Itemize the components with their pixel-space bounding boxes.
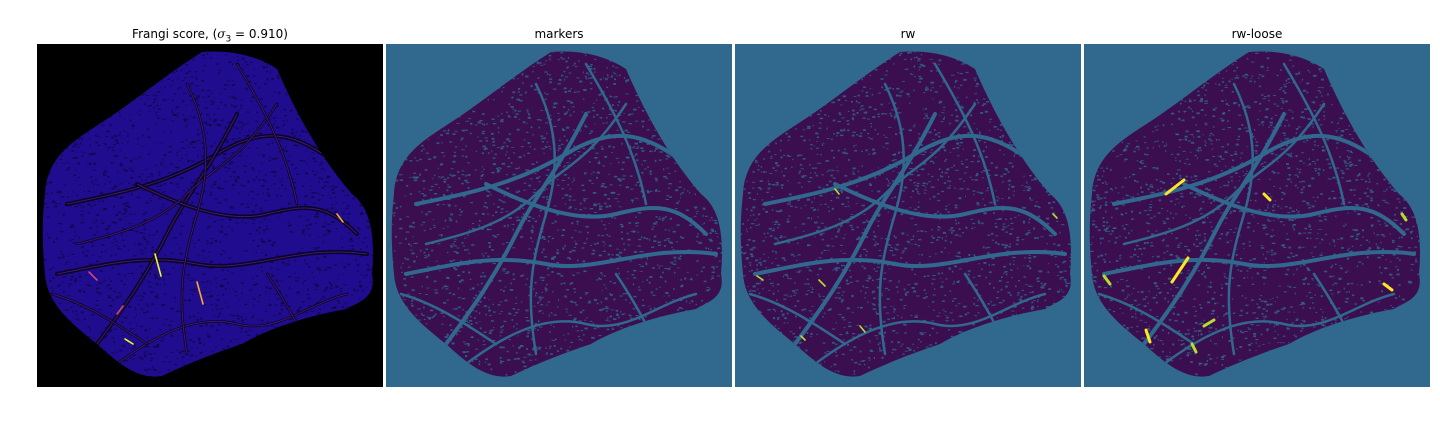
highlight-segment <box>800 335 806 341</box>
highlight-segment <box>1190 342 1198 354</box>
vessel <box>793 112 937 346</box>
highlight-segment <box>154 253 162 277</box>
panel-title-rw: rw <box>900 27 916 41</box>
vessel <box>529 82 556 356</box>
highlight-segment <box>756 275 764 281</box>
highlight-segment <box>1202 318 1216 328</box>
tissue-region <box>740 51 1071 377</box>
highlight-segment <box>834 188 840 195</box>
highlight-segment <box>124 338 134 345</box>
vessel <box>1162 292 1396 366</box>
highlight-segment <box>116 305 124 315</box>
vessel <box>399 292 498 346</box>
panel-rw-image <box>735 44 1081 387</box>
highlight-segment <box>336 213 344 223</box>
highlight-segment <box>1170 256 1190 284</box>
rw-loose-image <box>1084 44 1430 387</box>
vessel <box>1282 62 1346 206</box>
panel-markers-image <box>386 44 732 387</box>
tissue-region <box>42 51 373 377</box>
vessel <box>753 249 1067 276</box>
sigma-symbol: σ <box>217 27 226 41</box>
highlight-segment <box>859 325 866 333</box>
vessel <box>484 182 708 236</box>
vessel <box>933 62 997 206</box>
vessel <box>748 292 847 346</box>
vessel <box>773 102 977 246</box>
highlight-segment <box>1164 178 1186 196</box>
vessel <box>1122 102 1326 246</box>
vessel <box>444 112 588 346</box>
highlight-segment <box>1400 212 1408 222</box>
rw-image <box>735 44 1081 387</box>
panel-title-frangi: Frangi score, (σ3 = 0.910) <box>132 27 288 45</box>
vessel <box>584 62 648 206</box>
highlight-segment <box>1102 274 1112 286</box>
vessel <box>1182 182 1406 236</box>
vessel <box>1102 249 1416 276</box>
vessel <box>424 102 628 246</box>
vessel <box>813 292 1047 366</box>
highlight-segment <box>818 279 826 287</box>
vessel <box>1142 112 1286 346</box>
vessel <box>1097 292 1196 346</box>
markers-image <box>386 44 732 387</box>
panel-title-rw-loose: rw-loose <box>1231 27 1283 41</box>
highlight-segment <box>88 271 98 281</box>
vessel <box>464 292 698 366</box>
panel-rw-loose-image <box>1084 44 1430 387</box>
vessel <box>878 82 905 356</box>
panel-title-markers: markers <box>534 27 584 41</box>
tissue-texture <box>391 51 722 377</box>
highlight-segment <box>1052 213 1058 219</box>
highlight-segment <box>1262 192 1272 202</box>
panel-frangi-image <box>37 44 383 387</box>
highlight-segment <box>1144 328 1152 344</box>
frangi-image <box>37 44 383 387</box>
vessel <box>833 182 1057 236</box>
highlight-segment <box>1382 282 1394 292</box>
highlight-segment <box>196 281 204 305</box>
vessel <box>404 249 718 276</box>
vessel <box>1227 82 1254 356</box>
